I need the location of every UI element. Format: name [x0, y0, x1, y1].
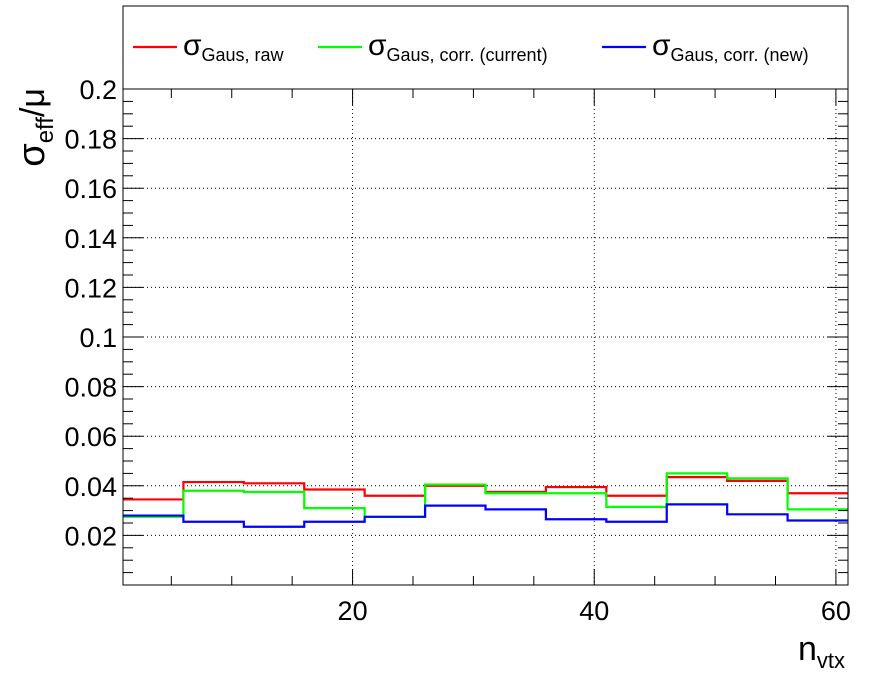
y-tick-label-6: 0.14: [64, 224, 117, 254]
legend-label-main-1: σ: [368, 29, 387, 62]
legend-label-sub-1: Gaus, corr. (current): [387, 45, 548, 65]
y-tick-label-7: 0.16: [64, 174, 117, 204]
x-tick-label-1: 40: [579, 596, 609, 626]
series-layer: [123, 472, 848, 528]
y-axis-title-tail: /μ: [14, 88, 52, 117]
axis-ticks: [123, 88, 848, 585]
legend-entry-1: σGaus, corr. (current): [318, 29, 548, 65]
y-tick-label-5: 0.12: [64, 273, 117, 303]
y-tick-label-2: 0.06: [64, 422, 117, 452]
legend-label-main-0: σ: [183, 29, 202, 62]
x-axis-title: nvtx: [798, 630, 845, 673]
y-tick-label-8: 0.18: [64, 125, 117, 155]
x-tick-label-2: 60: [821, 596, 851, 626]
y-axis-title-main: σ: [11, 143, 53, 166]
y-tick-label-9: 0.2: [79, 75, 117, 105]
series-line-2: [123, 503, 848, 528]
y-tick-label-4: 0.1: [79, 323, 117, 353]
legend-box: [122, 5, 849, 90]
y-tick-label-3: 0.08: [64, 373, 117, 403]
x-axis-title-sub: vtx: [817, 648, 845, 673]
x-axis-title-main: n: [798, 630, 817, 668]
legend-entry-0: σGaus, raw: [133, 29, 285, 65]
legend-label-0: σGaus, raw: [183, 29, 285, 65]
y-tick-label-1: 0.04: [64, 472, 117, 502]
legend-label-sub-0: Gaus, raw: [202, 45, 285, 65]
y-axis-title: σeff/μ: [11, 88, 59, 167]
y-tick-label-0: 0.02: [64, 521, 117, 551]
series-line-1: [123, 472, 848, 518]
legend-entry-2: σGaus, corr. (new): [602, 29, 809, 65]
y-axis-title-sub: eff: [32, 117, 59, 144]
legend-label-main-2: σ: [652, 29, 671, 62]
legend-label-1: σGaus, corr. (current): [368, 29, 548, 65]
legend-label-sub-2: Gaus, corr. (new): [671, 45, 809, 65]
legend-label-2: σGaus, corr. (new): [652, 29, 809, 65]
tick-labels: 20 40 60 0.02 0.04 0.06 0.08 0.1 0.12 0.14 0.16 0.1…: [64, 75, 851, 626]
legend: σGaus, raw σGaus, corr. (current) σGaus, c…: [122, 5, 849, 90]
x-tick-label-0: 20: [338, 596, 368, 626]
